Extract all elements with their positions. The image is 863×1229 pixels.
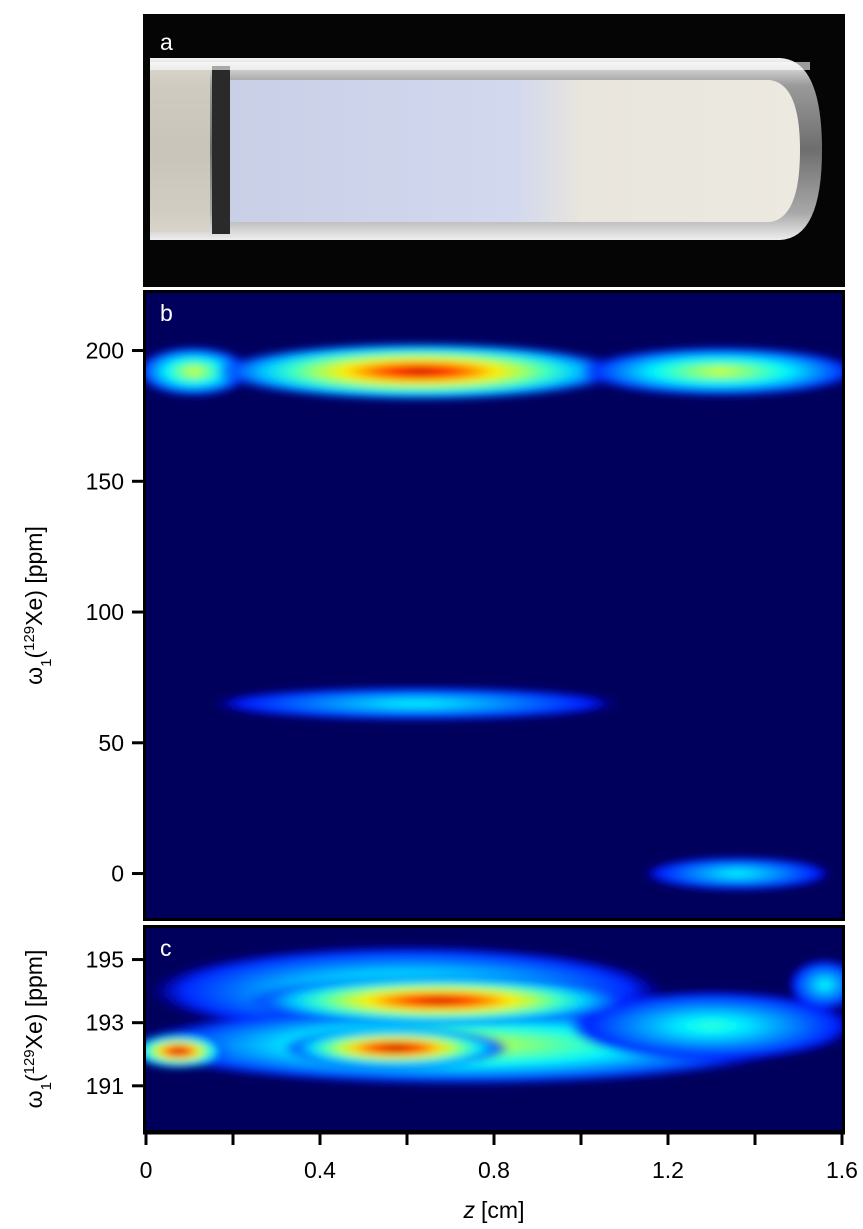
label-part: ω <box>21 1090 47 1108</box>
y-tick-label: 193 <box>86 1010 124 1036</box>
tube-cap <box>150 68 210 232</box>
x-tick-label: 0.4 <box>304 1157 336 1183</box>
band <box>567 990 842 1062</box>
gel <box>230 80 800 222</box>
x-tick-label: 0.8 <box>478 1157 510 1183</box>
panel-label: a <box>160 29 173 55</box>
label-part: [cm] <box>481 1197 524 1223</box>
y-tick-label: 0 <box>111 861 124 887</box>
band <box>213 342 627 401</box>
y-axis-label: ω1(129Xe) [ppm] <box>21 526 55 685</box>
x-tick-label: 1.6 <box>826 1157 858 1183</box>
band <box>580 346 842 397</box>
x-tick-label: 0 <box>140 1157 153 1183</box>
label-part: Xe) [ppm] <box>21 950 47 1050</box>
label-part: ( <box>21 651 47 659</box>
band <box>146 346 252 397</box>
band <box>213 686 618 721</box>
label-part: Xe) [ppm] <box>21 526 47 626</box>
y-tick-label: 191 <box>86 1073 124 1099</box>
y-axis-label: ω1(129Xe) [ppm] <box>21 950 55 1109</box>
label-part: z <box>463 1197 476 1223</box>
heatmap-bands <box>146 342 842 891</box>
tube-glare <box>150 62 810 70</box>
band <box>644 856 831 891</box>
band <box>245 975 634 1026</box>
y-tick-label: 100 <box>86 599 124 625</box>
label-part: 129 <box>21 1049 38 1074</box>
label-part: 1 <box>38 659 55 667</box>
band <box>281 1027 511 1069</box>
label-part: 129 <box>21 626 38 651</box>
y-tick-label: 200 <box>86 338 124 364</box>
heatmap <box>146 945 842 1086</box>
label-part: 1 <box>38 1082 55 1090</box>
panel-label: c <box>160 935 172 961</box>
band <box>146 1033 227 1069</box>
band <box>789 959 842 1011</box>
tube-band <box>212 66 230 234</box>
x-tick-label: 1.2 <box>652 1157 684 1183</box>
label-part: ω <box>21 667 47 685</box>
y-tick-label: 195 <box>86 947 124 973</box>
y-tick-label: 150 <box>86 468 124 494</box>
heatmap-bands <box>146 945 842 1086</box>
label-part: ( <box>21 1074 47 1082</box>
panel-a: a <box>143 14 845 287</box>
y-tick-label: 50 <box>98 730 124 756</box>
x-axis-label: z [cm] <box>463 1197 525 1223</box>
panel-label: b <box>160 300 173 326</box>
heatmap <box>146 342 842 891</box>
